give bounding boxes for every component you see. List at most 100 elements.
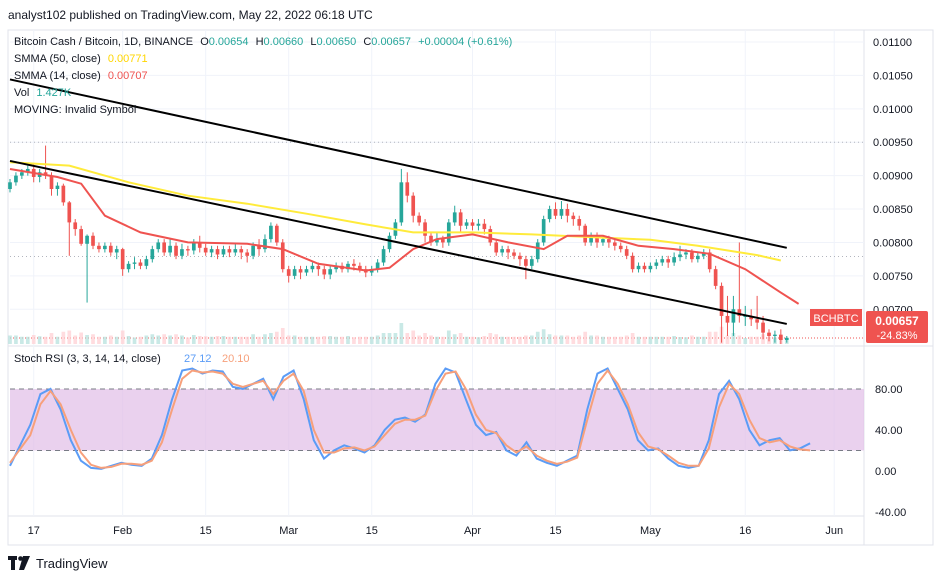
volume-bar xyxy=(14,335,18,344)
candle-body xyxy=(417,215,421,223)
publisher-text: analyst102 published on TradingView.com,… xyxy=(8,8,373,22)
candle-body xyxy=(180,249,184,256)
volume-bar xyxy=(482,336,487,344)
candle-body xyxy=(559,209,564,216)
candle-body xyxy=(571,215,576,220)
time-tick-label: 16 xyxy=(739,525,751,537)
candle-body xyxy=(132,262,137,264)
candle-body xyxy=(488,229,493,243)
candle-body xyxy=(695,255,700,260)
volume-bar xyxy=(156,335,161,344)
volume-bar xyxy=(269,333,273,344)
candle-body xyxy=(648,265,653,270)
volume-bar xyxy=(755,336,759,344)
volume-bar xyxy=(524,335,528,344)
candle-body xyxy=(168,245,172,253)
volume-bar xyxy=(695,336,700,344)
candle-body xyxy=(612,242,617,246)
candle-body xyxy=(541,219,546,243)
candle-body xyxy=(464,222,469,226)
candle-body xyxy=(203,247,208,253)
time-tick-label: Mar xyxy=(279,525,298,537)
volume-bar xyxy=(417,335,421,344)
upper-trend-line xyxy=(9,78,787,249)
stoch-rsi-label: Stoch RSI (3, 3, 14, 14, close) xyxy=(14,353,161,365)
volume-bar xyxy=(541,329,546,344)
volume-bar xyxy=(529,335,534,344)
stoch-d-line xyxy=(9,368,811,469)
volume-bar xyxy=(55,336,60,344)
volume-bar xyxy=(749,336,754,344)
volume-bar xyxy=(25,336,30,344)
candle-body xyxy=(411,195,416,216)
candle-body xyxy=(624,249,629,256)
candle-body xyxy=(322,269,327,275)
volume-bar xyxy=(535,331,540,344)
stoch-tick-label: 80.00 xyxy=(875,384,903,396)
candle-body xyxy=(49,175,54,190)
tradingview-footer[interactable]: TradingView xyxy=(8,553,108,573)
volume-bar xyxy=(180,335,184,344)
volume-bar xyxy=(684,337,688,344)
candle-body xyxy=(274,225,279,243)
smma14-legend: SMMA (14, close) 0.00707 xyxy=(14,70,148,82)
candle-body xyxy=(43,172,48,176)
time-tick-label: Apr xyxy=(464,525,481,537)
candle-body xyxy=(233,249,238,253)
price-change-label: -24.83% xyxy=(877,330,918,342)
candle-body xyxy=(334,265,338,270)
smma14-line xyxy=(9,168,800,305)
volume-bar xyxy=(725,335,730,344)
volume-bar xyxy=(494,334,499,344)
volume-bar xyxy=(435,336,439,344)
candle-body xyxy=(607,239,611,243)
volume-bar xyxy=(518,336,522,344)
volume-bar xyxy=(97,336,101,344)
volume-bar xyxy=(571,336,576,344)
candle-body xyxy=(529,259,534,266)
volume-bar xyxy=(215,336,220,344)
candle-body xyxy=(191,242,196,251)
volume-bar xyxy=(191,335,196,344)
volume-value: 1.427K xyxy=(36,87,72,99)
chart-frame xyxy=(7,29,934,546)
candle-body xyxy=(672,257,676,263)
candle-body xyxy=(731,309,736,323)
volume-bar xyxy=(203,336,208,344)
volume-bar xyxy=(126,336,131,344)
price-tick-label: 0.00850 xyxy=(873,204,913,216)
candle-body xyxy=(310,265,315,270)
candle-body xyxy=(138,262,143,266)
volume-bar xyxy=(654,336,659,344)
candle-body xyxy=(316,265,321,270)
candle-body xyxy=(85,235,89,244)
volume-bar xyxy=(630,333,635,344)
candle-body xyxy=(435,239,439,243)
volume-bar xyxy=(37,336,42,344)
volume-bar xyxy=(500,336,504,344)
volume-bar xyxy=(737,335,742,344)
tradingview-brand: TradingView xyxy=(36,555,108,571)
volume-bar xyxy=(470,336,475,344)
symbol-legend: Bitcoin Cash / Bitcoin, 1D, BINANCE O0.0… xyxy=(14,36,512,48)
volume-bar xyxy=(79,332,83,344)
volume-bar xyxy=(393,333,398,344)
candle-body xyxy=(375,262,380,270)
candle-body xyxy=(162,242,167,253)
volume-bar xyxy=(452,334,457,344)
smma50-label: SMMA (50, close) xyxy=(14,53,101,65)
time-tick-label: 15 xyxy=(366,525,378,537)
candle-body xyxy=(126,263,131,270)
volume-bar xyxy=(512,336,516,344)
candle-body xyxy=(500,249,504,253)
candle-body xyxy=(577,219,582,226)
volume-bar xyxy=(298,336,303,344)
volume-bar xyxy=(257,336,261,344)
volume-bar xyxy=(292,335,297,344)
volume-bar xyxy=(375,335,380,344)
candle-body xyxy=(245,252,250,256)
candle-body xyxy=(482,223,487,230)
volume-bar xyxy=(310,336,315,344)
time-tick-label: 15 xyxy=(200,525,212,537)
